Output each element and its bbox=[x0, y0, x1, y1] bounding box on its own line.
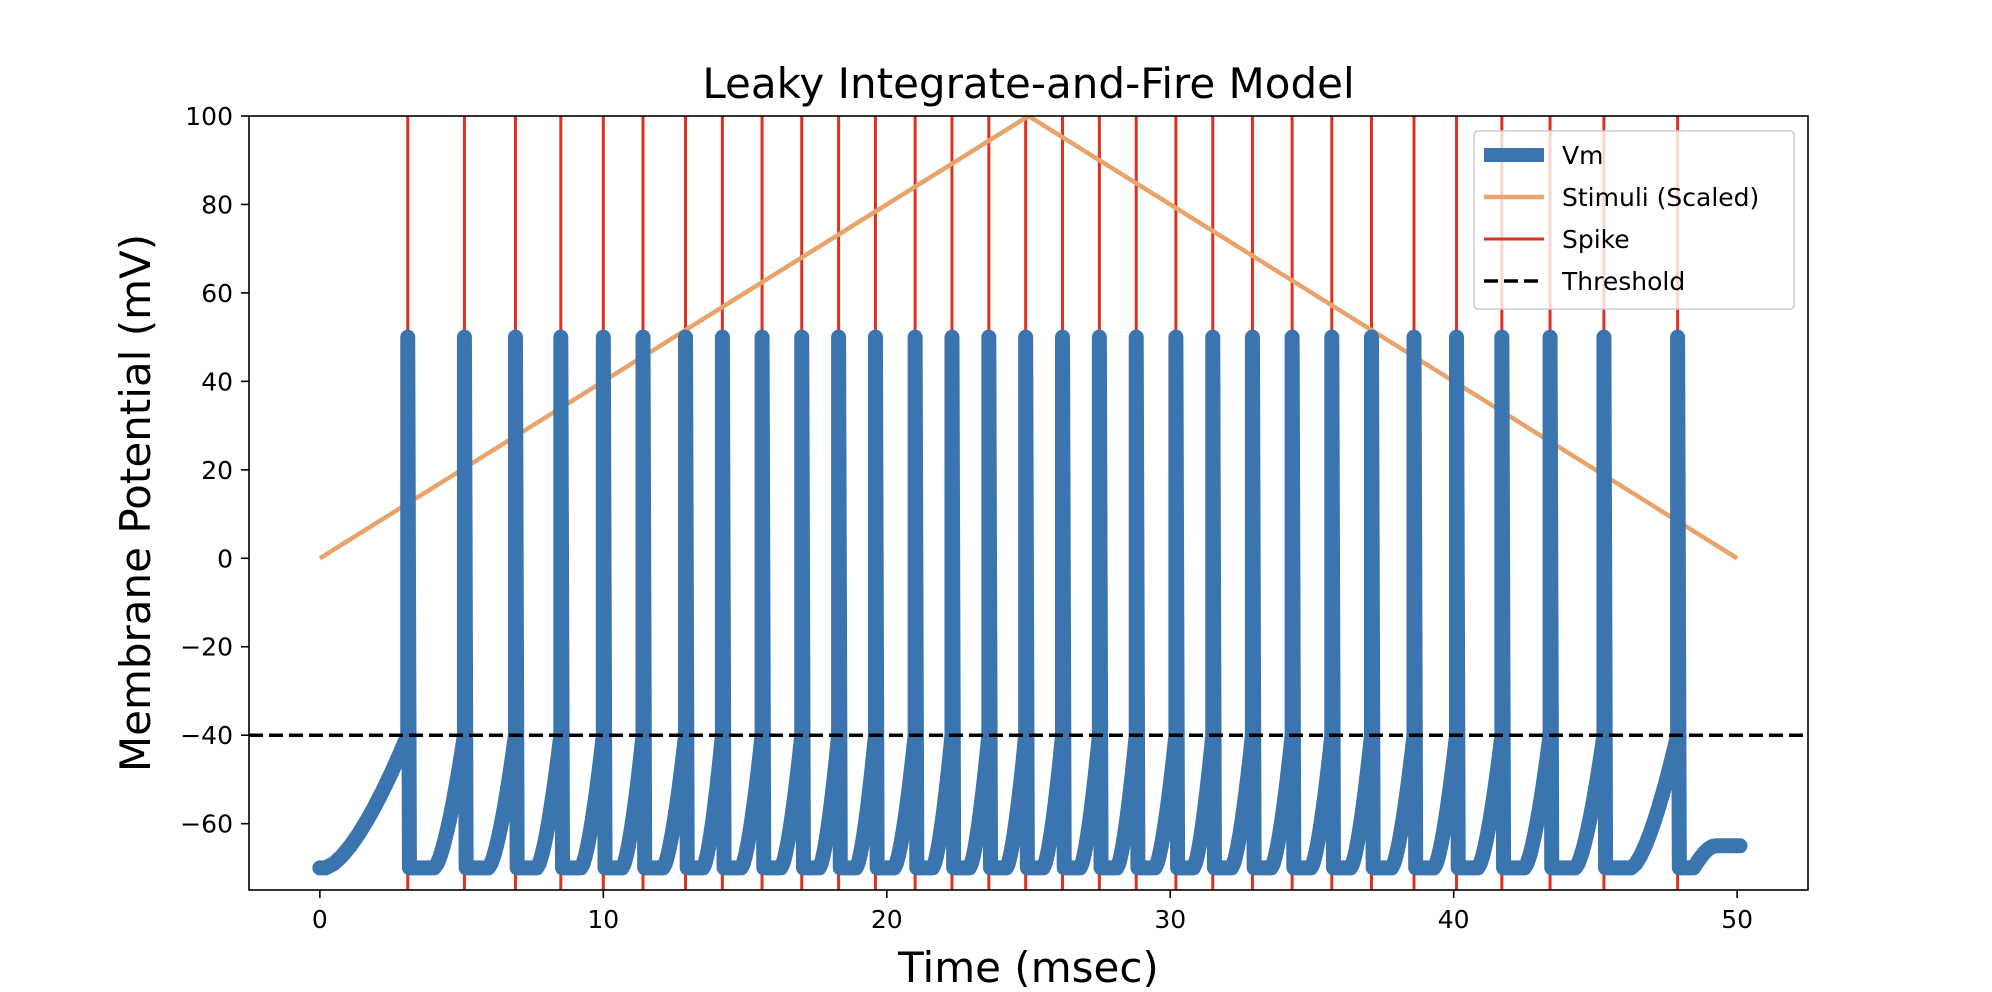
y-tick-label: 40 bbox=[201, 367, 233, 396]
x-axis-label: Time (msec) bbox=[897, 943, 1159, 987]
plot-area bbox=[249, 116, 1808, 890]
legend-item: Threshold bbox=[1484, 267, 1685, 296]
x-tick-label: 30 bbox=[1154, 905, 1186, 934]
chart-title: Leaky Integrate-and-Fire Model bbox=[702, 59, 1354, 108]
y-tick-label: 20 bbox=[201, 456, 233, 485]
legend-item: Vm bbox=[1484, 141, 1603, 170]
y-tick-label: −60 bbox=[180, 810, 233, 839]
y-tick-label: −20 bbox=[180, 633, 233, 662]
y-tick-label: −40 bbox=[180, 721, 233, 750]
legend-item: Spike bbox=[1484, 225, 1630, 254]
x-tick-label: 50 bbox=[1721, 905, 1753, 934]
x-tick-label: 20 bbox=[871, 905, 903, 934]
axes-frame bbox=[248, 115, 1809, 891]
y-tick-label: 0 bbox=[217, 544, 233, 573]
legend-label: Stimuli (Scaled) bbox=[1562, 183, 1759, 212]
y-tick-label: 80 bbox=[201, 190, 233, 219]
legend-box bbox=[1473, 130, 1795, 310]
x-axis-ticks: 0 10 20 30 40 50 bbox=[312, 890, 1753, 934]
x-tick-label: 0 bbox=[312, 905, 328, 934]
vm-line bbox=[312, 329, 1748, 876]
legend-item: Stimuli (Scaled) bbox=[1484, 183, 1759, 212]
legend: Vm Stimuli (Scaled) Spike Threshold bbox=[1473, 130, 1795, 310]
legend-label: Vm bbox=[1562, 141, 1603, 170]
y-tick-label: 60 bbox=[201, 279, 233, 308]
legend-label: Spike bbox=[1562, 225, 1630, 254]
x-tick-label: 10 bbox=[587, 905, 619, 934]
y-axis-label: Membrane Potential (mV) bbox=[111, 234, 160, 772]
legend-label: Threshold bbox=[1561, 267, 1685, 296]
y-tick-label: 100 bbox=[185, 102, 233, 131]
y-axis-ticks: −60 −40 −20 0 20 40 60 80 100 bbox=[180, 102, 249, 839]
x-tick-label: 40 bbox=[1438, 905, 1470, 934]
